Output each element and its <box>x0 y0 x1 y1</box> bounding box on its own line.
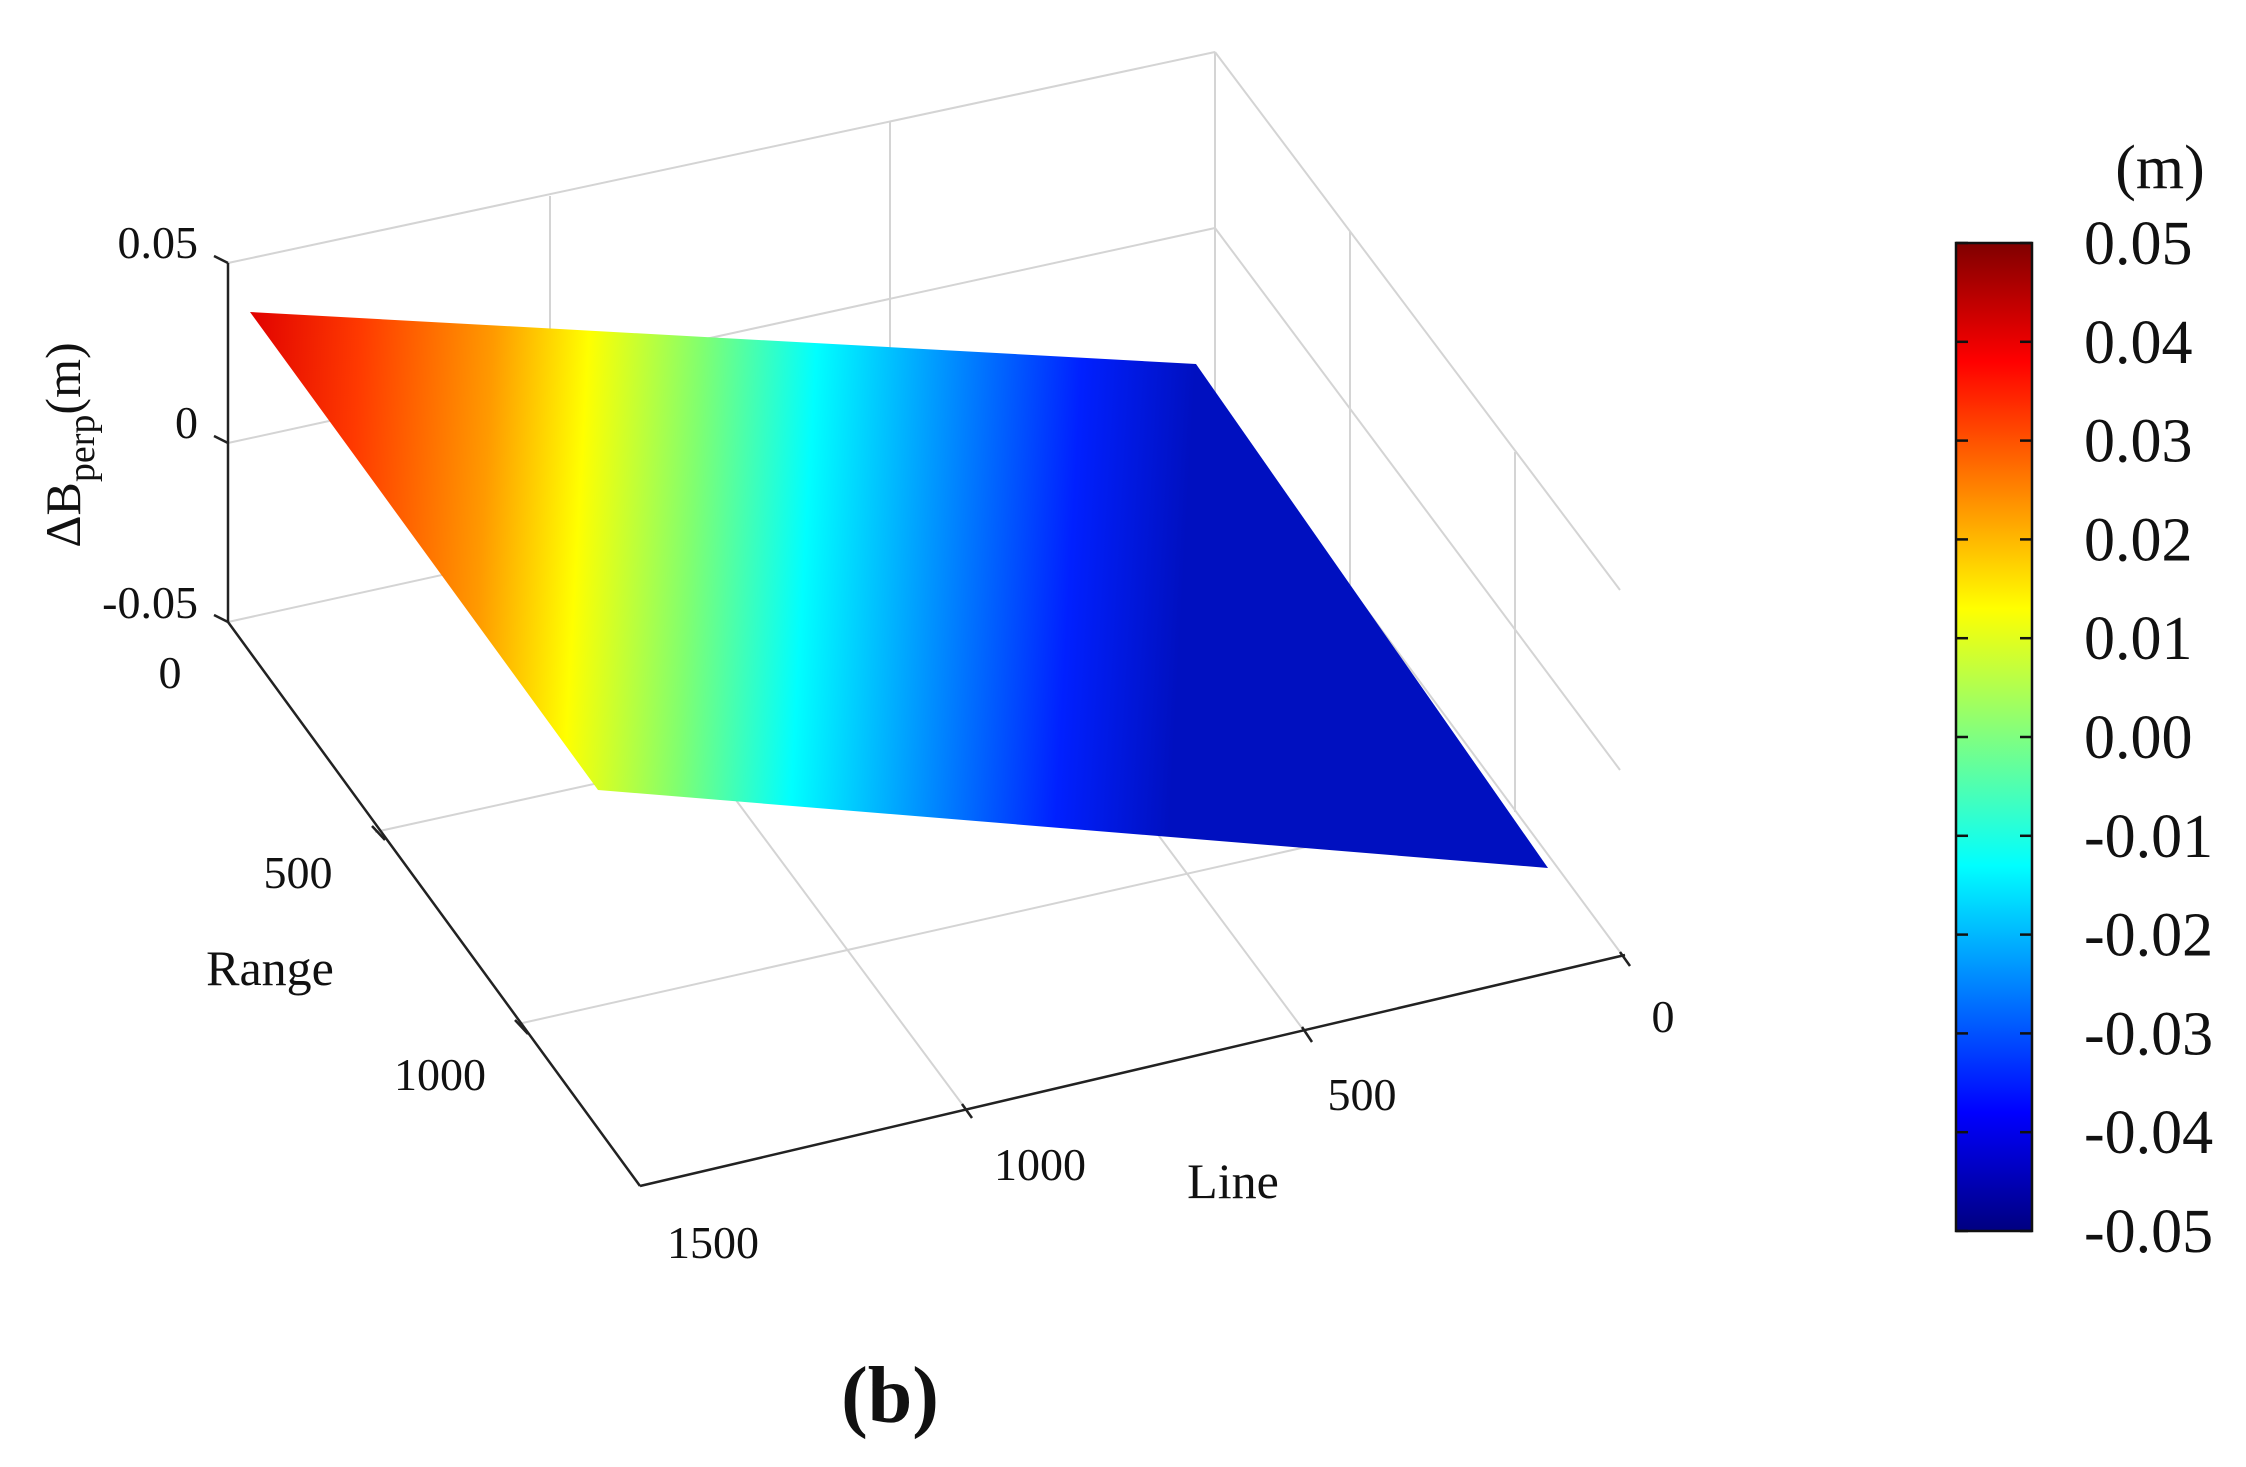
range-tick-label: 500 <box>264 847 333 898</box>
colorbar <box>1954 241 2034 1233</box>
colorbar-tick-label: -0.02 <box>2084 902 2213 970</box>
colorbar-ticks: 0.05 0.04 0.03 0.02 0.01 0.00 -0.01 -0.02 -0.03 -… <box>1956 210 2213 1266</box>
colorbar-tick-label: 0.02 <box>2084 506 2193 574</box>
line-tick-label: 1000 <box>994 1139 1086 1190</box>
colorbar-tick-label: -0.04 <box>2084 1099 2213 1167</box>
line-axis-label: Line <box>1187 1153 1279 1209</box>
z-tick-label: 0 <box>175 397 198 448</box>
colorbar-tick-label: -0.05 <box>2084 1198 2213 1266</box>
range-tick-label: 1500 <box>667 1217 759 1268</box>
colorbar-tick-label: 0.00 <box>2084 704 2193 772</box>
colorbar-tick-label: 0.03 <box>2084 408 2193 476</box>
colorbar-tick-label: 0.05 <box>2084 210 2193 278</box>
range-tick-label: 0 <box>159 647 182 698</box>
range-axis-label: Range <box>206 940 334 996</box>
surface-plane <box>250 312 1548 868</box>
colorbar-tick-label: -0.01 <box>2084 803 2213 871</box>
line-tick-label: 0 <box>1652 991 1675 1042</box>
colorbar-tick-label: 0.01 <box>2084 605 2193 673</box>
colorbar-tick-label: 0.04 <box>2084 309 2193 377</box>
z-axis-label: ΔBperp(m) <box>35 342 103 547</box>
colorbar-unit: (m) <box>2115 134 2205 202</box>
colorbar-tick-label: -0.03 <box>2084 1000 2213 1068</box>
panel-label: (b) <box>841 1352 939 1440</box>
axis-lines <box>213 254 1632 1188</box>
range-tick-label: 1000 <box>394 1049 486 1100</box>
line-tick-label: 500 <box>1328 1069 1397 1120</box>
z-tick-label: 0.05 <box>118 217 199 268</box>
z-tick-label: -0.05 <box>102 577 198 628</box>
